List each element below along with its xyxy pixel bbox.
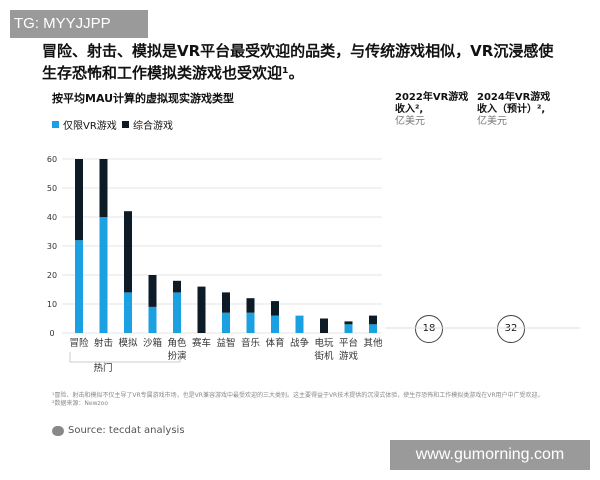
- legend-combined: 综合游戏: [122, 117, 173, 132]
- bar-combined: [197, 286, 206, 333]
- y-tick-label: 60: [47, 155, 57, 164]
- x-tick-label: 扮演: [167, 350, 186, 362]
- x-tick-label: 角色: [167, 337, 187, 349]
- bar-combined: [369, 315, 377, 325]
- y-tick-label: 40: [47, 213, 57, 222]
- bar-combined: [173, 280, 181, 293]
- bar-combined: [148, 275, 157, 307]
- bar-combined: [271, 301, 279, 316]
- bar-vr-only: [148, 306, 157, 333]
- x-tick-label: 电玩: [314, 337, 334, 349]
- x-tick-label: 游戏: [339, 350, 359, 362]
- bar-vr-only: [173, 292, 181, 333]
- x-tick-label: 平台: [339, 337, 358, 349]
- x-tick-label: 益智: [216, 337, 235, 349]
- bar-vr-only: [295, 315, 304, 333]
- legend-vr-only: 仅限VR游戏: [52, 117, 117, 132]
- col-header-2024: 2024年VR游戏 收入（预计）², 亿美元: [477, 92, 551, 127]
- bar-vr-only: [99, 217, 108, 333]
- x-tick-label: 沙箱: [143, 337, 162, 349]
- x-tick-label: 冒险: [69, 337, 89, 349]
- bar-vr-only: [344, 324, 353, 333]
- x-tick-label: 其他: [363, 337, 383, 349]
- group-label: 热门: [93, 362, 112, 374]
- y-tick-label: 30: [47, 242, 57, 251]
- bar-vr-only: [246, 312, 255, 333]
- y-tick-label: 0: [49, 329, 54, 338]
- bar-combined: [75, 159, 83, 241]
- x-tick-label: 模拟: [118, 337, 138, 349]
- y-tick-label: 50: [47, 184, 57, 193]
- site-watermark: www.gumorning.com: [390, 440, 590, 470]
- chart-title: 按平均MAU计算的虚拟现实游戏类型: [52, 92, 235, 105]
- bar-vr-only: [75, 240, 83, 333]
- bar-combined: [124, 211, 132, 293]
- bar-combined: [246, 298, 255, 313]
- x-tick-label: 战争: [290, 337, 310, 349]
- source: Source: tecdat analysis: [52, 425, 185, 436]
- x-tick-label: 赛车: [192, 337, 211, 349]
- group-bracket: [69, 352, 181, 363]
- page-title: 冒险、射击、模拟是VR平台最受欢迎的品类，与传统游戏相似，VR沉浸感使生存恐怖和…: [42, 42, 554, 82]
- y-tick-label: 10: [47, 300, 57, 309]
- bar-vr-only: [124, 292, 132, 333]
- col-header-2022: 2022年VR游戏 收入², 亿美元: [395, 92, 469, 127]
- x-tick-label: 射击: [94, 337, 113, 349]
- tecdat-logo-icon: [52, 425, 64, 436]
- footnotes: ¹冒险、射击和模拟不仅主导了VR专属游戏市场，也是VR兼容游戏中最受欢迎的三大类…: [52, 392, 544, 407]
- x-tick-label: 音乐: [241, 337, 261, 349]
- x-tick-label: 街机: [314, 350, 334, 362]
- bar-vr-only: [271, 315, 279, 333]
- watermark-badge: TG: MYYJJPP: [10, 10, 148, 38]
- x-tick-label: 体育: [265, 337, 284, 349]
- bar-combined: [99, 159, 108, 217]
- bar-vr-only: [222, 312, 230, 333]
- bar-combined: [320, 318, 328, 333]
- bar-vr-only: [369, 324, 377, 333]
- y-tick-label: 20: [47, 271, 57, 280]
- bar-combined: [344, 321, 353, 325]
- bar-combined: [222, 292, 230, 313]
